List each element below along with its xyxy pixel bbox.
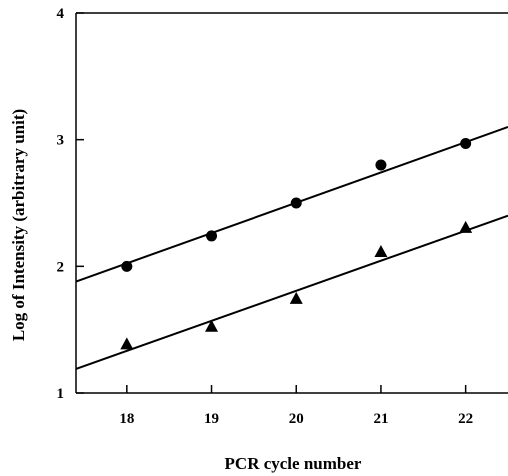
x-axis-title: PCR cycle number: [225, 454, 362, 473]
x-tick-label: 19: [204, 411, 219, 427]
y-tick-label: 4: [57, 6, 65, 22]
x-tick-label: 20: [289, 411, 304, 427]
y-tick-label: 1: [57, 386, 65, 402]
y-tick-label: 2: [57, 259, 65, 275]
fit-line-triangle: [75, 214, 508, 370]
x-tick-label: 21: [373, 411, 388, 427]
circle-point: [460, 137, 472, 149]
data-points: [120, 137, 473, 350]
circle-point: [206, 230, 218, 242]
circle-point: [121, 260, 133, 272]
plot-frame: [75, 12, 508, 394]
y-tick-label: 3: [57, 133, 65, 149]
triangle-point: [120, 337, 134, 350]
triangle-point: [289, 291, 303, 304]
x-axis-ticks: 18 19 20 21 22: [119, 385, 473, 427]
x-tick-label: 22: [458, 411, 473, 427]
y-axis-title: Log of Intensity (arbitrary unit): [9, 109, 28, 341]
x-tick-label: 18: [119, 411, 134, 427]
y-axis-ticks: 1 2 3 4: [57, 6, 84, 402]
circle-point: [375, 159, 387, 171]
triangle-point: [459, 220, 473, 233]
triangle-point: [374, 244, 388, 257]
fit-lines: [75, 126, 508, 370]
circle-point: [290, 197, 302, 209]
triangle-point: [205, 319, 219, 332]
